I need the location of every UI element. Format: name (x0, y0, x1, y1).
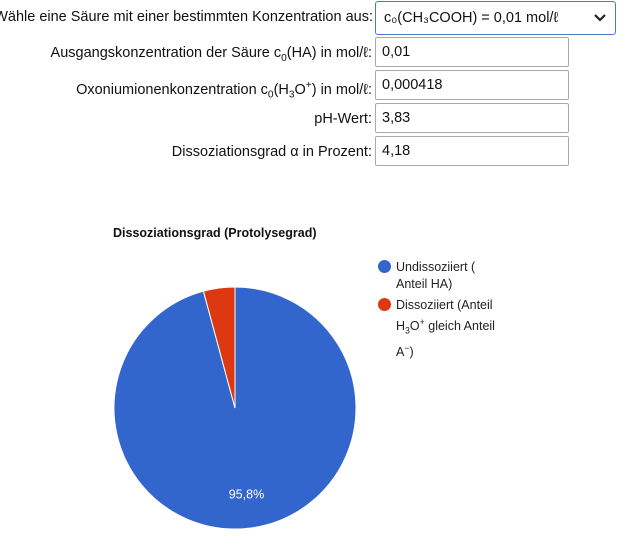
pie-slice-dissociated[interactable] (202, 286, 236, 409)
legend-swatch-undissociated (378, 260, 391, 273)
acid-select-label: Wähle eine Säure mit einer bestimmten Ko… (0, 9, 373, 25)
dissociation-row: Dissoziationsgrad α in Prozent: 4,18 (0, 136, 624, 168)
dissociation-field[interactable]: 4,18 (375, 136, 569, 166)
ph-label: pH-Wert: (314, 111, 372, 127)
oxonium-concentration-field[interactable]: 0,000418 (375, 70, 569, 100)
dissociation-label: Dissoziationsgrad α in Prozent: (171, 144, 372, 160)
acid-select-value: c₀(CH₃COOH) = 0,01 mol/ℓ (384, 10, 559, 26)
chevron-down-icon (594, 14, 606, 22)
oxonium-concentration-label: Oxoniumionenkonzentration c0(H3O+) in mo… (76, 80, 372, 101)
oxonium-concentration-row: Oxoniumionenkonzentration c0(H3O+) in mo… (0, 70, 624, 102)
chart-title: Dissoziationsgrad (Protolysegrad) (113, 226, 317, 240)
acid-select-row: Wähle eine Säure mit einer bestimmten Ko… (0, 1, 624, 35)
pie-slice-label: 95,8% (229, 487, 264, 501)
ph-row: pH-Wert: 3,83 (0, 103, 624, 135)
initial-concentration-row: Ausgangskonzentration der Säure c0(HA) i… (0, 37, 624, 69)
initial-concentration-field[interactable]: 0,01 (375, 37, 569, 67)
initial-concentration-label: Ausgangskonzentration der Säure c0(HA) i… (50, 45, 372, 64)
acid-select[interactable]: c₀(CH₃COOH) = 0,01 mol/ℓ (375, 1, 616, 35)
ph-field[interactable]: 3,83 (375, 103, 569, 133)
legend-swatch-dissociated (378, 298, 391, 311)
legend-label-undissociated: Undissoziiert ( Anteil HA) (396, 260, 476, 291)
legend-label-dissociated: Dissoziiert (Anteil H3O+ gleich Anteil A… (396, 298, 495, 359)
